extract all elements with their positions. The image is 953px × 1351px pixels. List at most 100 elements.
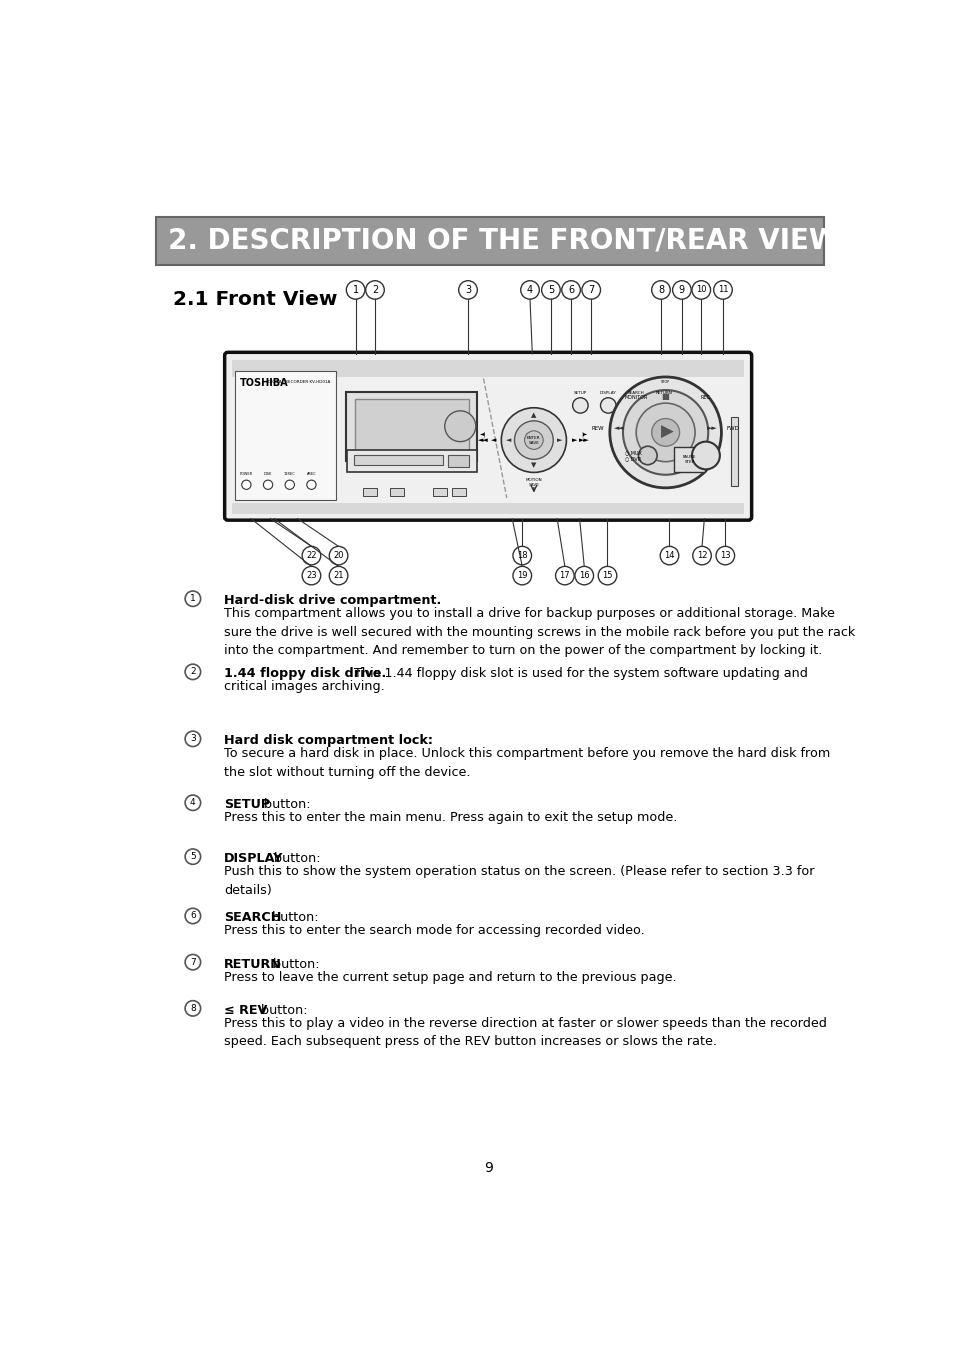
- Text: 3: 3: [190, 735, 195, 743]
- Text: 12: 12: [696, 551, 706, 561]
- Circle shape: [263, 480, 273, 489]
- Circle shape: [514, 422, 553, 459]
- Text: 5: 5: [547, 285, 554, 295]
- Text: Press this to play a video in the reverse direction at faster or slower speeds t: Press this to play a video in the revers…: [224, 1017, 826, 1048]
- Text: MONITOR: MONITOR: [624, 396, 647, 400]
- Text: 4: 4: [190, 798, 195, 808]
- Text: SETUP: SETUP: [224, 798, 270, 811]
- Circle shape: [241, 480, 251, 489]
- FancyBboxPatch shape: [346, 392, 476, 461]
- Circle shape: [329, 546, 348, 565]
- Circle shape: [691, 281, 710, 299]
- Circle shape: [285, 480, 294, 489]
- Text: Hard disk compartment lock:: Hard disk compartment lock:: [224, 734, 433, 747]
- Circle shape: [513, 566, 531, 585]
- FancyBboxPatch shape: [674, 447, 704, 471]
- Text: This compartment allows you to install a drive for backup purposes or additional: This compartment allows you to install a…: [224, 607, 854, 657]
- Text: 6: 6: [567, 285, 574, 295]
- Text: 13: 13: [720, 551, 730, 561]
- Text: To secure a hard disk in place. Unlock this compartment before you remove the ha: To secure a hard disk in place. Unlock t…: [224, 747, 829, 778]
- Circle shape: [520, 281, 538, 299]
- Text: RETURN: RETURN: [655, 390, 672, 394]
- Text: REW: REW: [591, 426, 604, 431]
- Text: ►►: ►►: [578, 438, 589, 443]
- Circle shape: [656, 397, 671, 413]
- Circle shape: [598, 566, 617, 585]
- Circle shape: [500, 408, 566, 473]
- Circle shape: [575, 566, 593, 585]
- Text: 8: 8: [658, 285, 663, 295]
- Circle shape: [691, 442, 720, 469]
- Text: 2: 2: [190, 667, 195, 677]
- Circle shape: [185, 731, 200, 747]
- FancyBboxPatch shape: [155, 216, 822, 265]
- Text: button:: button:: [270, 852, 320, 865]
- Circle shape: [329, 566, 348, 585]
- Text: STOP: STOP: [660, 380, 670, 384]
- Text: SEARCH: SEARCH: [224, 912, 281, 924]
- FancyBboxPatch shape: [390, 488, 404, 496]
- Text: ◄: ◄: [505, 438, 511, 443]
- Text: DISK: DISK: [264, 471, 272, 476]
- FancyBboxPatch shape: [354, 455, 443, 465]
- Text: 1: 1: [190, 594, 195, 603]
- Text: SAVE: SAVE: [528, 442, 538, 446]
- Circle shape: [561, 281, 579, 299]
- Text: 17: 17: [559, 571, 570, 580]
- Text: 5: 5: [190, 852, 195, 861]
- Text: 22: 22: [306, 551, 316, 561]
- Circle shape: [651, 419, 679, 446]
- Text: MOTION
SAVE: MOTION SAVE: [525, 478, 541, 486]
- Text: 1.44 floppy disk drive.: 1.44 floppy disk drive.: [224, 667, 386, 681]
- Text: 1: 1: [353, 285, 358, 295]
- Text: 20: 20: [333, 551, 343, 561]
- Circle shape: [302, 566, 320, 585]
- FancyBboxPatch shape: [363, 488, 377, 496]
- Circle shape: [713, 281, 732, 299]
- Text: FWD: FWD: [726, 426, 739, 431]
- Text: ◄: ◄: [491, 438, 496, 443]
- Text: 8: 8: [190, 1004, 195, 1013]
- Text: 23: 23: [306, 571, 316, 580]
- Circle shape: [185, 908, 200, 924]
- Text: RETURN: RETURN: [224, 958, 281, 970]
- Text: Hard-disk drive compartment.: Hard-disk drive compartment.: [224, 594, 440, 607]
- FancyBboxPatch shape: [235, 370, 335, 500]
- Text: 11: 11: [717, 285, 727, 295]
- FancyBboxPatch shape: [355, 399, 468, 453]
- Text: POWER: POWER: [239, 471, 253, 476]
- Circle shape: [185, 590, 200, 607]
- Text: button:: button:: [268, 912, 318, 924]
- FancyBboxPatch shape: [347, 450, 476, 471]
- Circle shape: [307, 480, 315, 489]
- Text: REC: REC: [700, 396, 710, 400]
- Text: Press to leave the current setup page and return to the previous page.: Press to leave the current setup page an…: [224, 970, 676, 984]
- Text: 10: 10: [696, 285, 706, 295]
- Circle shape: [185, 954, 200, 970]
- Text: AREC: AREC: [306, 471, 316, 476]
- FancyBboxPatch shape: [433, 488, 447, 496]
- Text: ○ MUX
○ DVR: ○ MUX ○ DVR: [624, 450, 640, 461]
- Circle shape: [541, 281, 559, 299]
- FancyBboxPatch shape: [731, 417, 737, 486]
- Text: Push this to show the system operation status on the screen. (Please refer to se: Push this to show the system operation s…: [224, 865, 814, 897]
- Text: SEARCH: SEARCH: [627, 390, 644, 394]
- Circle shape: [609, 377, 720, 488]
- Text: 2. DESCRIPTION OF THE FRONT/REAR VIEW: 2. DESCRIPTION OF THE FRONT/REAR VIEW: [168, 227, 839, 254]
- Text: Press this to enter the search mode for accessing recorded video.: Press this to enter the search mode for …: [224, 924, 644, 938]
- Circle shape: [636, 403, 695, 462]
- Text: 21: 21: [333, 571, 343, 580]
- Text: button:: button:: [259, 798, 310, 811]
- Circle shape: [302, 546, 320, 565]
- Text: SETUP: SETUP: [573, 390, 586, 394]
- Circle shape: [513, 546, 531, 565]
- Text: ≤ REV: ≤ REV: [224, 1004, 267, 1017]
- Text: ◄◄: ◄◄: [477, 438, 488, 443]
- Circle shape: [555, 566, 574, 585]
- Circle shape: [581, 281, 599, 299]
- Circle shape: [185, 1001, 200, 1016]
- Text: 6: 6: [190, 912, 195, 920]
- FancyBboxPatch shape: [233, 359, 743, 377]
- Text: 16: 16: [578, 571, 589, 580]
- Text: 2.1 Front View: 2.1 Front View: [173, 290, 337, 309]
